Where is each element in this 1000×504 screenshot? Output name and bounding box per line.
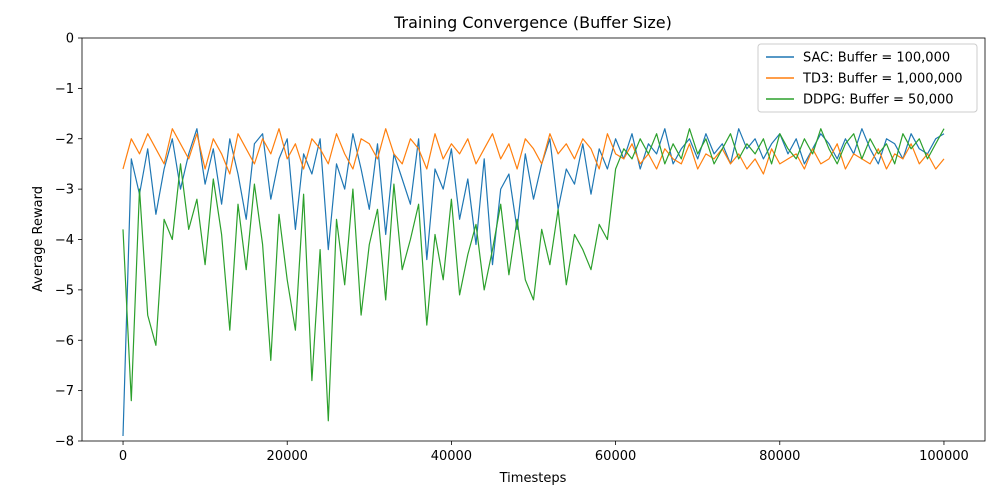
x-tick-label: 40000 [431, 449, 472, 464]
legend-label-2: DDPG: Buffer = 50,000 [803, 93, 954, 108]
chart-title: Training Convergence (Buffer Size) [393, 13, 672, 32]
y-tick-label: −8 [55, 435, 74, 450]
legend-label-1: TD3: Buffer = 1,000,000 [802, 72, 963, 87]
legend-label-0: SAC: Buffer = 100,000 [803, 51, 950, 66]
y-tick-label: −1 [55, 82, 74, 97]
y-tick-label: −3 [55, 183, 74, 198]
legend: SAC: Buffer = 100,000 TD3: Buffer = 1,000… [757, 43, 978, 113]
series-group [122, 128, 945, 437]
y-tick-label: −7 [55, 384, 74, 399]
y-axis-label: Average Reward [31, 186, 46, 292]
y-tick-label: −6 [55, 334, 74, 349]
series-line-2 [122, 128, 945, 422]
x-tick-label: 80000 [759, 449, 800, 464]
y-tick-label: 0 [66, 32, 74, 47]
x-axis-label: Timesteps [499, 471, 567, 486]
x-tick-label: 60000 [595, 449, 636, 464]
y-tick-label: −4 [55, 233, 74, 248]
x-tick-label: 0 [119, 449, 127, 464]
y-tick-label: −5 [55, 283, 74, 298]
series-line-1 [122, 128, 945, 175]
series-line-0 [122, 128, 945, 437]
x-tick-label: 20000 [267, 449, 308, 464]
y-tick-label: −2 [55, 132, 74, 147]
legend-frame [757, 43, 978, 113]
plot-area: 0 20000 40000 60000 80000 100000 0 −1 −2 −3 −4 −5 −6… [55, 32, 986, 464]
x-tick-label: 100000 [919, 449, 969, 464]
